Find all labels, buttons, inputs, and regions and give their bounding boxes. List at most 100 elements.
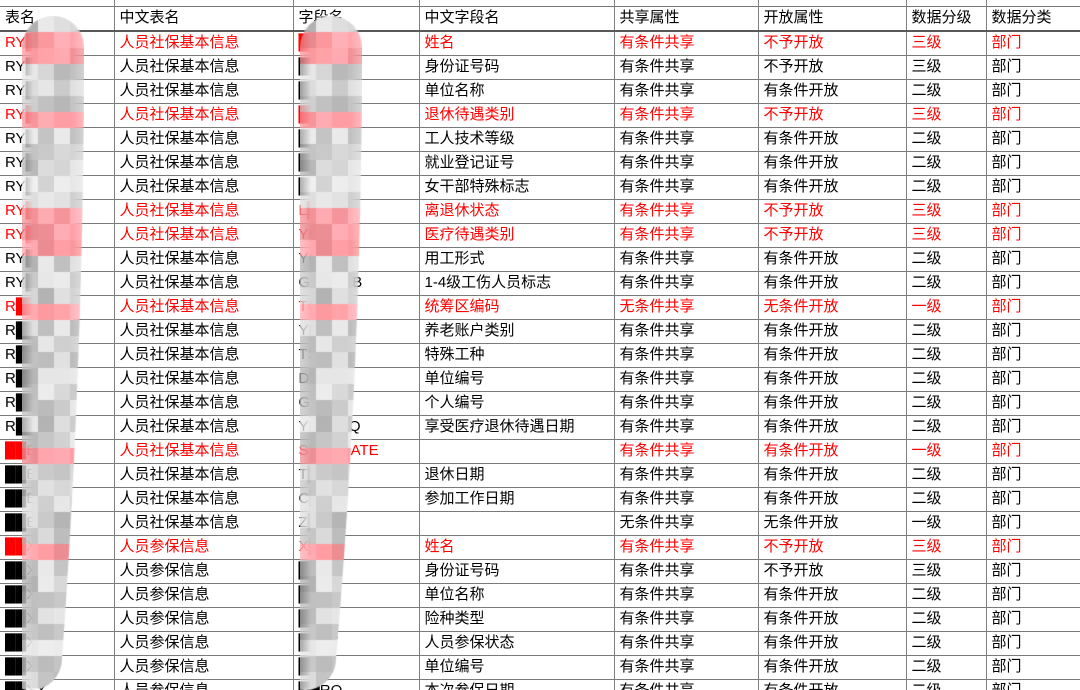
cell-data-class[interactable]: 部门 <box>986 247 1080 272</box>
cell-data-level[interactable]: 二级 <box>906 367 987 392</box>
cell-data-class[interactable]: 部门 <box>986 175 1080 200</box>
cell-table-name[interactable]: ██XX <box>0 607 115 632</box>
table-row[interactable]: RY██XX 人员社保基本信息 ██SBZ 女干部特殊标志 有条件共享 有条件开放 二级 部门 <box>0 175 1080 200</box>
cell-cn-field-name[interactable]: 1-4级工伤人员标志 <box>419 271 615 296</box>
table-row[interactable]: RY██XX 人员社保基本信息 ██DJ 工人技术等级 有条件共享 有条件开放 二级 部门 <box>0 127 1080 152</box>
cell-field-name[interactable]: ██ <box>293 607 420 632</box>
cell-field-name[interactable]: ██SBZ <box>293 175 420 200</box>
cell-cn-table-name[interactable]: 人员参保信息 <box>114 535 294 560</box>
table-row[interactable]: ██BXX 人员社保基本信息 SY██DATE 有条件共享 有条件开放 一级 部门 <box>0 439 1080 464</box>
cell-field-name[interactable]: ██C <box>293 79 420 104</box>
cell-field-name[interactable]: C██Q <box>293 487 420 512</box>
cell-field-name[interactable]: GS██UB <box>293 271 420 296</box>
cell-data-level[interactable]: 二级 <box>906 679 987 690</box>
cell-cn-table-name[interactable]: 人员社保基本信息 <box>114 439 294 464</box>
cell-data-class[interactable]: 部门 <box>986 679 1080 690</box>
cell-data-level[interactable]: 二级 <box>906 391 987 416</box>
cell-cn-table-name[interactable]: 人员参保信息 <box>114 655 294 680</box>
cell-open-attr[interactable]: 有条件开放 <box>758 655 907 680</box>
cell-table-name[interactable]: ██XX <box>0 583 115 608</box>
cell-data-class[interactable]: 部门 <box>986 391 1080 416</box>
cell-field-name[interactable]: ██LB <box>293 103 420 128</box>
table-row[interactable]: ██XX 人员参保信息 X██ 姓名 有条件共享 不予开放 三级 部门 <box>0 535 1080 560</box>
cell-cn-table-name[interactable]: 人员社保基本信息 <box>114 295 294 320</box>
cell-data-level[interactable]: 二级 <box>906 631 987 656</box>
cell-share-attr[interactable]: 有条件共享 <box>614 679 759 690</box>
cell-data-class[interactable]: 部门 <box>986 655 1080 680</box>
cell-cn-field-name[interactable]: 统筹区编码 <box>419 295 615 320</box>
cell-field-name[interactable]: Z██ID <box>293 511 420 536</box>
table-row[interactable]: RY██XX 人员社保基本信息 GS██UB 1-4级工伤人员标志 有条件共享 有条件开放… <box>0 271 1080 296</box>
cell-table-name[interactable]: RY██XX <box>0 55 115 80</box>
cell-table-name[interactable]: RY██XX <box>0 151 115 176</box>
cell-data-level[interactable]: 一级 <box>906 439 987 464</box>
cell-data-level[interactable]: 二级 <box>906 487 987 512</box>
cell-open-attr[interactable]: 有条件开放 <box>758 679 907 690</box>
cell-cn-table-name[interactable]: 人员社保基本信息 <box>114 247 294 272</box>
cell-share-attr[interactable]: 有条件共享 <box>614 247 759 272</box>
cell-cn-field-name[interactable]: 特殊工种 <box>419 343 615 368</box>
cell-cn-table-name[interactable]: 人员社保基本信息 <box>114 391 294 416</box>
cell-data-class[interactable]: 部门 <box>986 30 1080 56</box>
cell-table-name[interactable]: R██BXX <box>0 415 115 440</box>
cell-cn-table-name[interactable]: 人员社保基本信息 <box>114 271 294 296</box>
cell-table-name[interactable]: RY██XX <box>0 30 115 56</box>
cell-cn-field-name[interactable]: 享受医疗退休待遇日期 <box>419 415 615 440</box>
cell-table-name[interactable]: RY██XX <box>0 79 115 104</box>
cell-data-level[interactable]: 三级 <box>906 559 987 584</box>
cell-field-name[interactable]: YL██ <box>293 319 420 344</box>
cell-cn-field-name[interactable]: 单位编号 <box>419 367 615 392</box>
cell-share-attr[interactable]: 有条件共享 <box>614 103 759 128</box>
cell-cn-table-name[interactable]: 人员社保基本信息 <box>114 511 294 536</box>
cell-open-attr[interactable]: 有条件开放 <box>758 271 907 296</box>
cell-table-name[interactable]: RY██XX <box>0 247 115 272</box>
cell-field-name[interactable]: GR██ <box>293 391 420 416</box>
cell-cn-table-name[interactable]: 人员参保信息 <box>114 631 294 656</box>
cell-data-class[interactable]: 部门 <box>986 271 1080 296</box>
cell-data-class[interactable]: 部门 <box>986 343 1080 368</box>
cell-open-attr[interactable]: 有条件开放 <box>758 127 907 152</box>
cell-share-attr[interactable]: 有条件共享 <box>614 367 759 392</box>
cell-open-attr[interactable]: 有条件开放 <box>758 391 907 416</box>
cell-share-attr[interactable]: 有条件共享 <box>614 319 759 344</box>
cell-cn-field-name[interactable]: 单位编号 <box>419 655 615 680</box>
cell-cn-field-name[interactable]: 险种类型 <box>419 607 615 632</box>
cell-share-attr[interactable]: 有条件共享 <box>614 439 759 464</box>
cell-table-name[interactable]: ██BXX <box>0 511 115 536</box>
table-row[interactable]: RY██XX 人员社保基本信息 ██LB 退休待遇类别 有条件共享 不予开放 三级 部门 <box>0 103 1080 128</box>
cell-cn-table-name[interactable]: 人员社保基本信息 <box>114 103 294 128</box>
cell-open-attr[interactable]: 无条件开放 <box>758 511 907 536</box>
cell-field-name[interactable]: ██M <box>293 55 420 80</box>
table-row[interactable]: R██BXX 人员社保基本信息 YL██RQ 享受医疗退休待遇日期 有条件共享 有条件开放… <box>0 415 1080 440</box>
cell-field-name[interactable]: X██ <box>293 535 420 560</box>
cell-cn-field-name[interactable] <box>419 511 615 536</box>
cell-field-name[interactable]: YG██ <box>293 247 420 272</box>
cell-open-attr[interactable]: 无条件开放 <box>758 295 907 320</box>
cell-table-name[interactable]: ██XX <box>0 535 115 560</box>
cell-data-class[interactable]: 部门 <box>986 415 1080 440</box>
cell-field-name[interactable]: ██ZH <box>293 151 420 176</box>
cell-cn-table-name[interactable]: 人员社保基本信息 <box>114 175 294 200</box>
cell-table-name[interactable]: RY██XX <box>0 223 115 248</box>
cell-table-name[interactable]: RY██XX <box>0 199 115 224</box>
cell-data-level[interactable]: 三级 <box>906 30 987 56</box>
cell-cn-field-name[interactable]: 离退休状态 <box>419 199 615 224</box>
cell-table-name[interactable]: R██BXX <box>0 391 115 416</box>
cell-open-attr[interactable]: 不予开放 <box>758 30 907 56</box>
cell-cn-field-name[interactable]: 参加工作日期 <box>419 487 615 512</box>
cell-open-attr[interactable]: 有条件开放 <box>758 343 907 368</box>
cell-table-name[interactable]: RY██XX <box>0 127 115 152</box>
cell-table-name[interactable]: R██XX <box>0 295 115 320</box>
cell-open-attr[interactable]: 有条件开放 <box>758 607 907 632</box>
cell-share-attr[interactable]: 有条件共享 <box>614 79 759 104</box>
cell-table-name[interactable]: RY██XX <box>0 271 115 296</box>
cell-cn-table-name[interactable]: 人员社保基本信息 <box>114 415 294 440</box>
cell-field-name[interactable]: DW██ <box>293 367 420 392</box>
cell-share-attr[interactable]: 有条件共享 <box>614 30 759 56</box>
cell-share-attr[interactable]: 有条件共享 <box>614 631 759 656</box>
cell-cn-table-name[interactable]: 人员参保信息 <box>114 679 294 690</box>
column-header-open-attr[interactable]: 开放属性 <box>758 6 907 32</box>
cell-cn-table-name[interactable]: 人员社保基本信息 <box>114 367 294 392</box>
cell-open-attr[interactable]: 有条件开放 <box>758 583 907 608</box>
cell-table-name[interactable]: ██XX <box>0 559 115 584</box>
